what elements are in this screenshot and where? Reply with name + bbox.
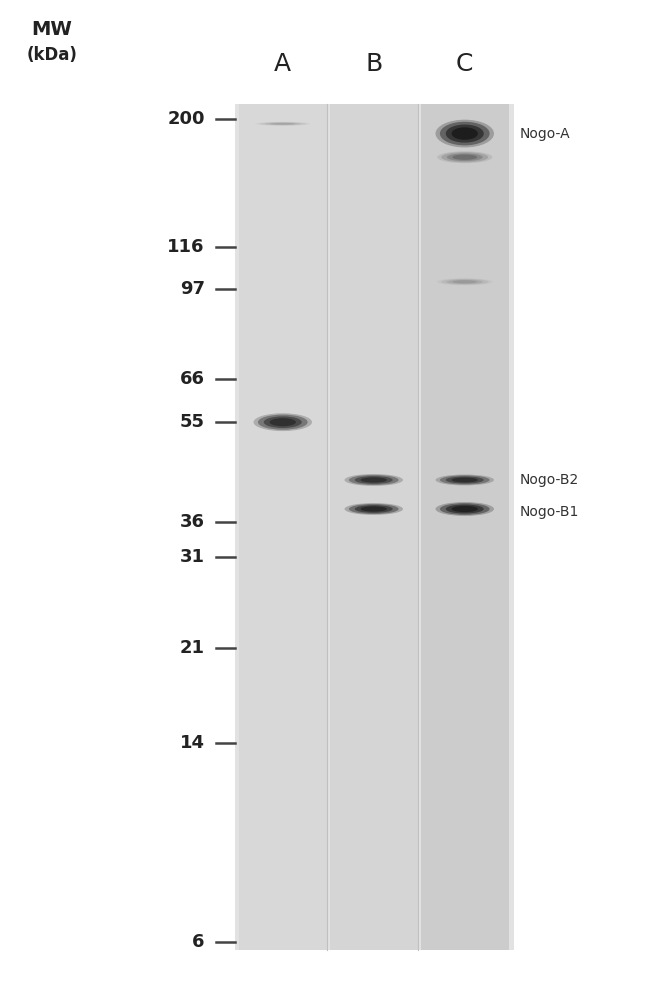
Ellipse shape (437, 151, 493, 163)
Bar (421, 104, 509, 950)
Text: Nogo-A: Nogo-A (520, 127, 571, 141)
Ellipse shape (446, 476, 484, 483)
Ellipse shape (440, 122, 489, 146)
Ellipse shape (436, 502, 494, 516)
Ellipse shape (441, 279, 488, 285)
Ellipse shape (446, 125, 484, 143)
Ellipse shape (259, 122, 306, 125)
Ellipse shape (436, 474, 494, 485)
Ellipse shape (349, 475, 398, 485)
Ellipse shape (446, 505, 484, 514)
Ellipse shape (441, 152, 488, 163)
Text: MW: MW (32, 20, 72, 40)
Bar (235, 104, 514, 950)
Ellipse shape (349, 504, 398, 514)
Text: B: B (365, 53, 382, 76)
Ellipse shape (437, 279, 493, 286)
Text: C: C (456, 53, 473, 76)
Ellipse shape (452, 477, 478, 482)
Text: Nogo-B1: Nogo-B1 (520, 505, 579, 519)
Ellipse shape (270, 123, 295, 125)
Ellipse shape (355, 476, 393, 484)
Ellipse shape (361, 506, 387, 512)
Ellipse shape (440, 475, 489, 485)
Ellipse shape (452, 155, 477, 160)
Text: 14: 14 (180, 734, 205, 753)
Ellipse shape (436, 120, 494, 148)
Text: 6: 6 (192, 933, 205, 951)
Text: 97: 97 (180, 280, 205, 298)
Text: A: A (274, 53, 291, 76)
Ellipse shape (447, 280, 483, 284)
Text: 116: 116 (167, 238, 205, 256)
Ellipse shape (255, 122, 311, 126)
Ellipse shape (355, 505, 393, 513)
Ellipse shape (254, 414, 312, 432)
Ellipse shape (270, 419, 296, 427)
Ellipse shape (452, 127, 478, 140)
Text: Nogo-B2: Nogo-B2 (520, 473, 579, 487)
Text: 36: 36 (180, 513, 205, 531)
Ellipse shape (344, 503, 403, 515)
Bar (330, 104, 418, 950)
Ellipse shape (258, 415, 307, 430)
Ellipse shape (264, 417, 302, 428)
Bar (239, 104, 327, 950)
Ellipse shape (344, 474, 403, 486)
Ellipse shape (447, 154, 483, 161)
Ellipse shape (361, 477, 387, 483)
Text: 55: 55 (180, 414, 205, 432)
Text: 21: 21 (180, 639, 205, 658)
Text: 31: 31 (180, 548, 205, 565)
Ellipse shape (440, 503, 489, 515)
Text: (kDa): (kDa) (27, 46, 77, 63)
Ellipse shape (452, 280, 477, 284)
Ellipse shape (265, 122, 301, 125)
Ellipse shape (452, 506, 478, 512)
Text: 200: 200 (167, 110, 205, 128)
Text: 66: 66 (180, 370, 205, 388)
